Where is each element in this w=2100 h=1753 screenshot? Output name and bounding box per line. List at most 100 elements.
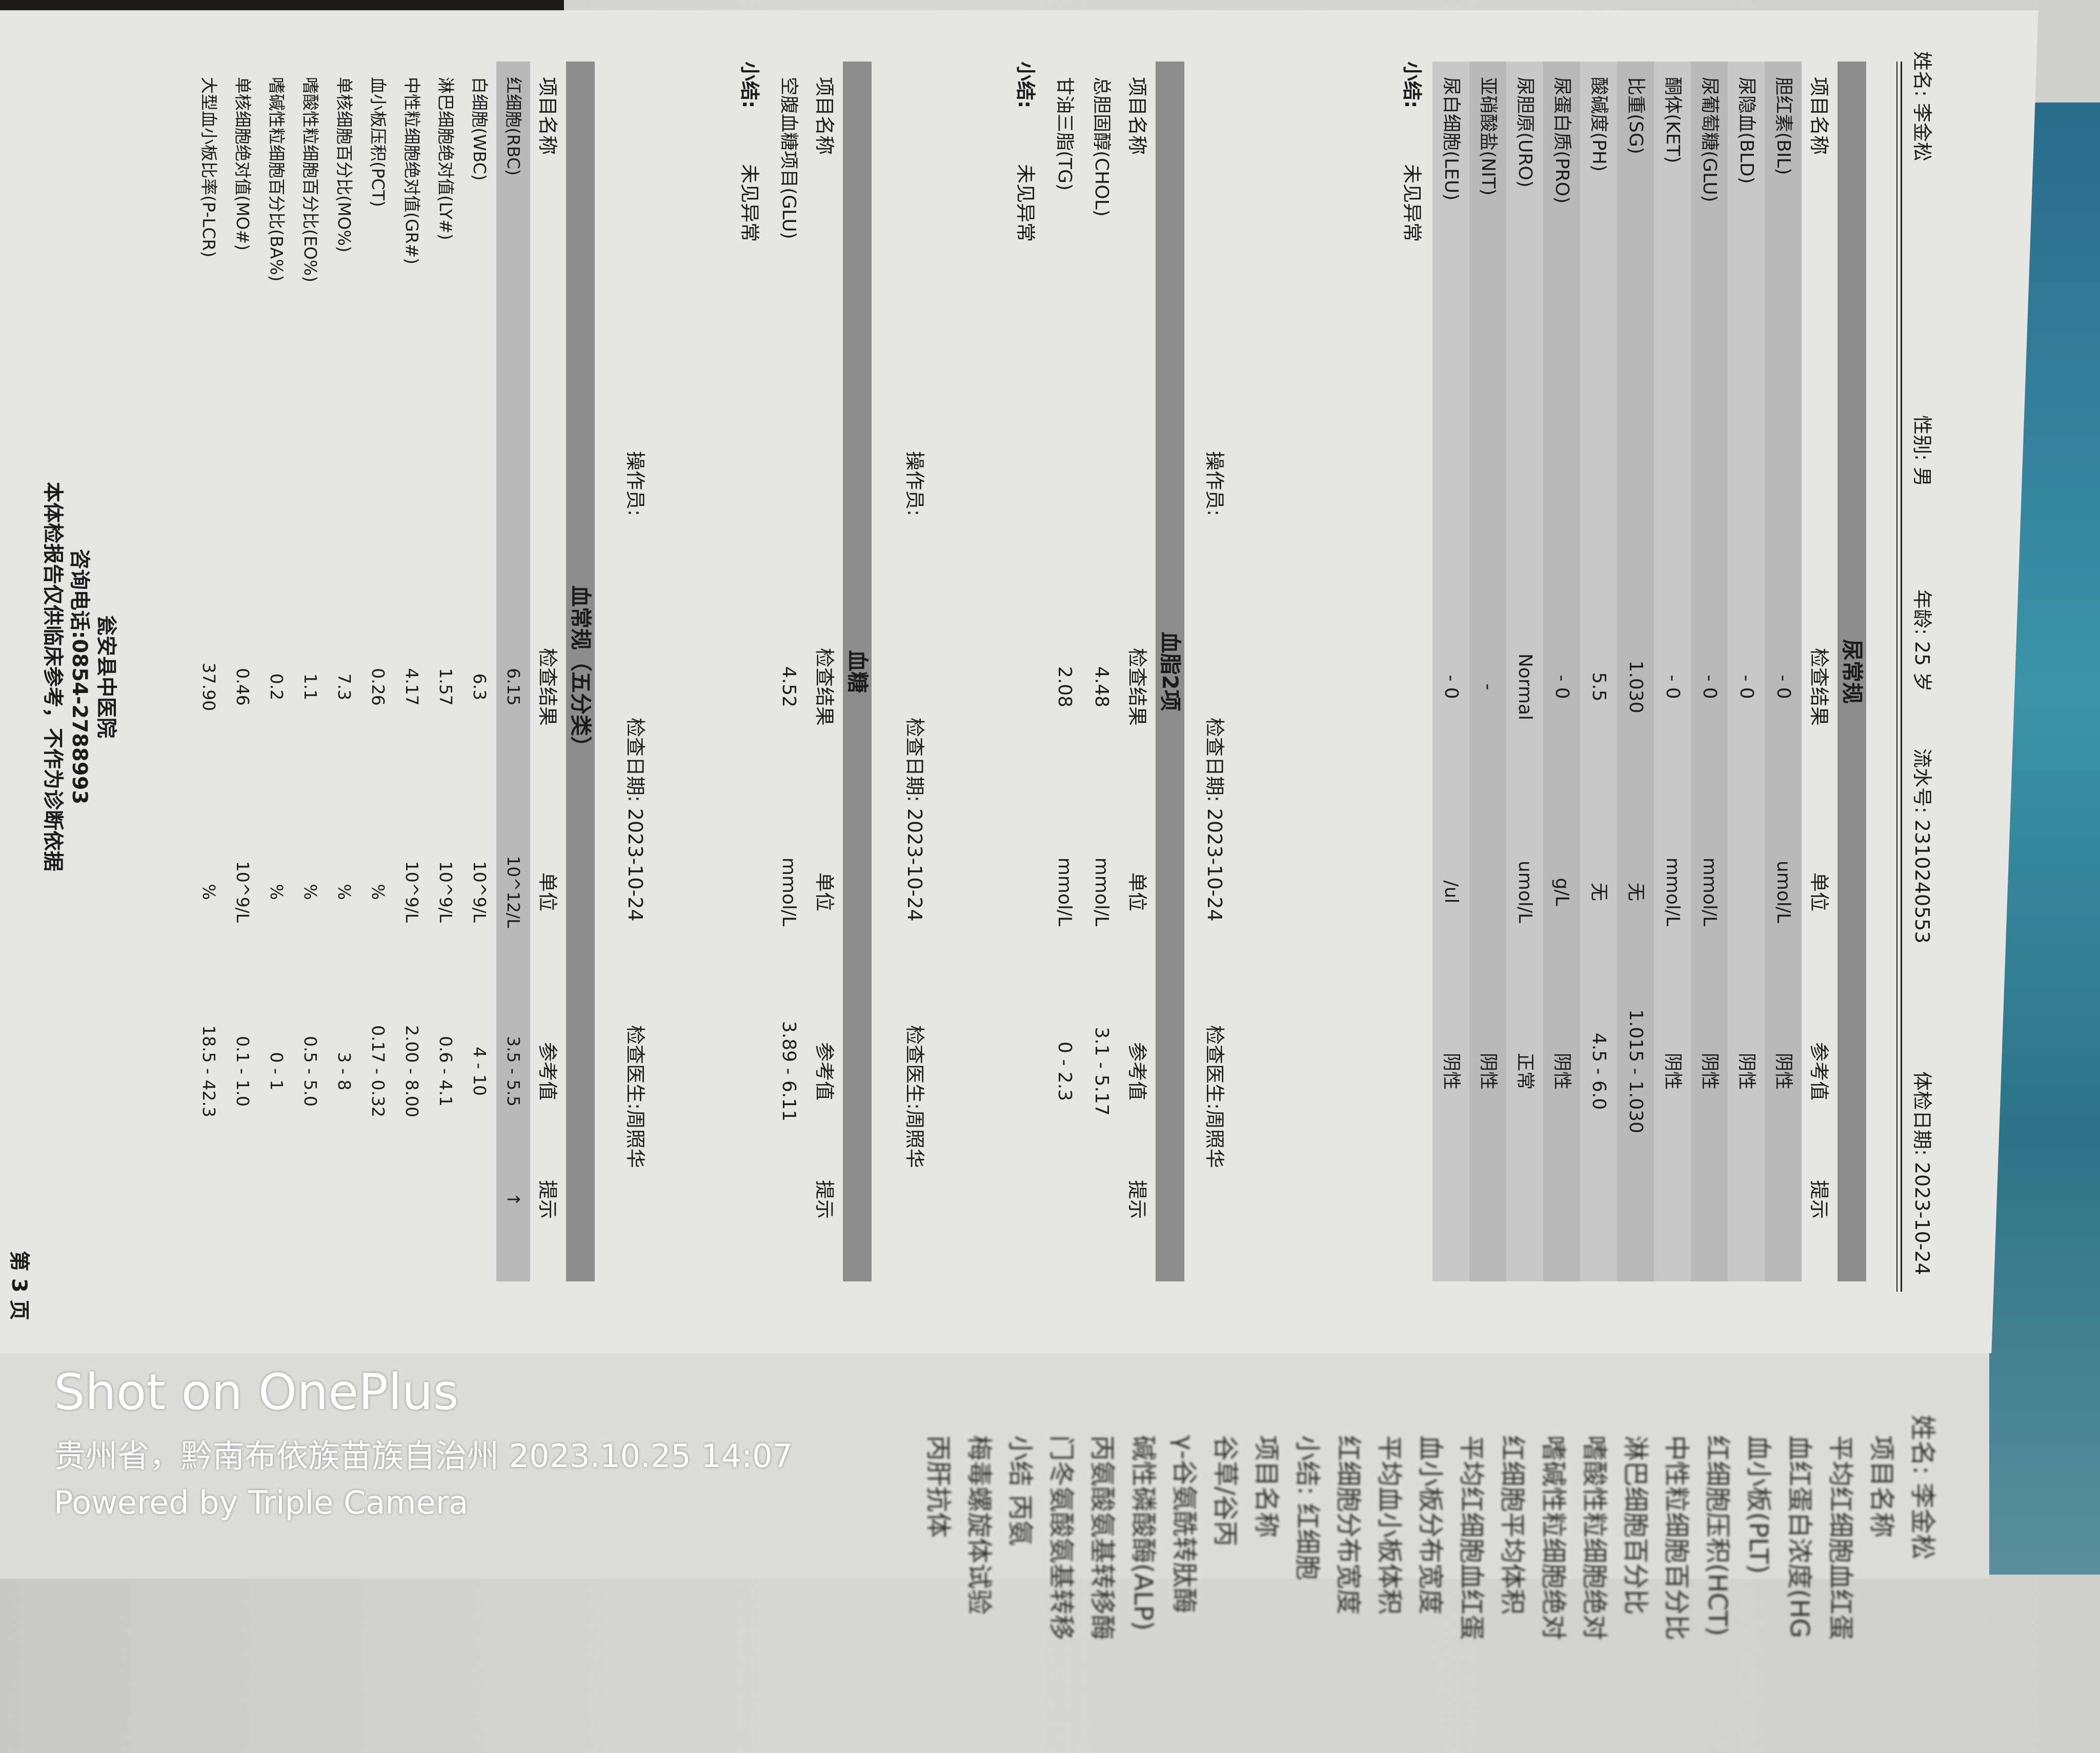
report-footer: 瓮安县中医院 咨询电话:0854-2788993 本体检报告仅供临床参考，不作为…	[41, 31, 123, 1322]
signature-line: 操作员: 检查日期: 2023-10-24 检查医生:周照华	[900, 62, 931, 1281]
report-page: 姓名: 李金松 性别: 男 年龄: 25 岁 流水号: 2310240553 体…	[0, 31, 1948, 1322]
section-title: 尿常规	[1838, 62, 1866, 1281]
hospital-name: 瓮安县中医院	[94, 615, 118, 738]
item-reference: 阴性	[1551, 1052, 1572, 1090]
second-page-line: 血红蛋白浓度(HG	[1785, 1435, 1814, 1638]
column-unit: 单位	[813, 872, 836, 911]
second-page-line: 项目名称	[1251, 1435, 1281, 1538]
second-page-line: 嗜酸性粒细胞绝对	[1580, 1435, 1609, 1640]
second-page-line: 项目名称	[1867, 1435, 1896, 1538]
item-reference: 18.5 - 42.3	[199, 1025, 219, 1117]
summary-label: 小结:	[1401, 62, 1423, 109]
item-unit: umol/L	[1773, 860, 1794, 924]
column-unit: 单位	[1808, 872, 1830, 911]
item-hint: ↑	[503, 1192, 523, 1207]
item-unit: 无	[1625, 882, 1646, 901]
section-summary: 小结: 未见异常	[1005, 62, 1046, 1281]
second-page-line: 梅毒螺旋体试验	[964, 1435, 994, 1615]
table-row: 嗜碱性粒细胞百分比(BA%) 0.2% 0 - 1	[259, 62, 293, 1281]
item-reference: 阴性	[1662, 1052, 1683, 1090]
table-row: 中性粒细胞绝对值(GR#) 4.17 10^9/L 2.00 - 8.00	[395, 62, 429, 1281]
item-reference: 0 - 1	[267, 1052, 287, 1091]
table-row: 单核细胞百分比(MO%) 7.3% 3 - 8	[327, 62, 361, 1281]
table-row: 胆红素(BIL) - 0 umol/L 阴性	[1765, 62, 1802, 1281]
item-reference: 阴性	[1736, 1052, 1757, 1090]
summary-value: 未见异常	[1401, 164, 1423, 242]
glucose-section: 血糖 项目名称 检查结果 单位 参考值 提示 空腹血糖项目(GLU) 4.52 mmol/L 3.…	[729, 62, 872, 1281]
table-row: 淋巴细胞绝对值(LY#) 1.57 10^9/L 0.6 - 4.1	[429, 62, 462, 1281]
item-result: 4.52	[778, 666, 799, 708]
signature-line: 操作员: 检查日期: 2023-10-24 检查医生:周照华	[620, 62, 651, 1281]
item-name: 尿胆原(URO)	[1515, 77, 1536, 188]
item-reference: 正常	[1515, 1052, 1536, 1090]
table-row: 比重(SG) 1.030 无 1.015 - 1.030	[1617, 62, 1654, 1281]
column-result: 检查结果	[813, 647, 836, 726]
section-title: 血常规（五分类）	[566, 62, 595, 1281]
second-page-line: 丙氨酸氨基转移酶	[1087, 1435, 1117, 1640]
table-row: 红细胞(RBC) 6.15 10^12/L 3.5 - 5.5 ↑	[496, 62, 530, 1281]
item-reference: 1.015 - 1.030	[1625, 1009, 1646, 1133]
patient-age: 年龄: 25 岁	[1911, 589, 1933, 692]
item-result: 6.3	[470, 673, 490, 701]
item-result: 1.030	[1625, 660, 1646, 714]
section-title: 血脂2项	[1156, 62, 1184, 1281]
item-reference: 4.5 - 6.0	[1588, 1032, 1609, 1110]
table-row: 尿隐血(BLD) - 0 阴性	[1728, 62, 1765, 1281]
item-name: 甘油三脂(TG)	[1054, 77, 1075, 191]
column-headers: 项目名称 检查结果 单位 参考值 提示	[530, 62, 566, 1281]
patient-gender: 性别: 男	[1911, 415, 1933, 486]
second-page-line: γ-谷氨酰转肽酶	[1169, 1435, 1199, 1614]
item-unit: 10^9/L	[233, 861, 253, 923]
item-reference: 阴性	[1773, 1052, 1794, 1090]
second-page-line: 平均血小板体积	[1375, 1435, 1404, 1615]
patient-header: 姓名: 李金松 性别: 男 年龄: 25 岁 流水号: 2310240553 体…	[1907, 31, 1938, 1322]
second-page-line: 血小板(PLT)	[1744, 1435, 1773, 1574]
operator-label: 操作员:	[624, 451, 647, 516]
watermark-camera: Powered by Triple Camera	[54, 1484, 469, 1521]
column-headers: 项目名称 检查结果 单位 参考值 提示	[1120, 62, 1156, 1281]
item-reference: 0.1 - 1.0	[233, 1036, 253, 1107]
item-reference: 阴性	[1699, 1052, 1720, 1090]
section-title: 血糖	[843, 62, 872, 1281]
item-reference: 3 - 8	[334, 1052, 354, 1091]
urine-section: 尿常规 项目名称 检查结果 单位 参考值 提示 胆红素(BIL) - 0 umol/L 阴性 尿隐血…	[1391, 62, 1866, 1281]
item-unit: %	[300, 884, 320, 900]
table-row: 单核细胞绝对值(MO#) 0.46 10^9/L 0.1 - 1.0	[226, 62, 259, 1281]
second-page-line: 嗜碱性粒细胞绝对	[1539, 1435, 1568, 1640]
column-ref: 参考值	[813, 1042, 836, 1100]
section-summary: 小结: 未见异常	[1391, 62, 1432, 1281]
patient-name: 姓名: 李金松	[1911, 51, 1933, 161]
table-row: 酮体(KET) - 0 mmol/L 阴性	[1654, 62, 1691, 1281]
table-row: 空腹血糖项目(GLU) 4.52 mmol/L 3.89 - 6.11	[770, 62, 807, 1281]
lipid-section: 血脂2项 项目名称 检查结果 单位 参考值 提示 总胆固醇(CHOL) 4.48 mmol/L 3…	[1005, 62, 1184, 1281]
item-result: - 0	[1773, 675, 1794, 699]
second-page-line: 血小板分布宽度	[1416, 1435, 1445, 1615]
item-unit: /ul	[1441, 880, 1462, 904]
item-name: 单核细胞绝对值(MO#)	[233, 77, 253, 251]
item-reference: 3.1 - 5.17	[1091, 1027, 1112, 1116]
item-name: 尿葡萄糖(GLU)	[1699, 77, 1720, 202]
item-reference: 3.5 - 5.5	[503, 1036, 523, 1107]
operator-label: 操作员:	[1203, 451, 1226, 516]
item-name: 嗜酸性粒细胞百分比(EO%)	[300, 77, 320, 282]
item-unit: %	[199, 884, 219, 900]
item-unit: mmol/L	[1699, 857, 1720, 927]
column-ref: 参考值	[1126, 1042, 1148, 1100]
item-result: 7.3	[334, 673, 354, 701]
item-name: 酸碱度(PH)	[1588, 77, 1609, 172]
column-name: 项目名称	[1126, 77, 1148, 155]
item-result: - 0	[1736, 675, 1757, 699]
second-page-line: 红细胞平均体积	[1498, 1435, 1527, 1615]
item-name: 总胆固醇(CHOL)	[1091, 77, 1112, 217]
table-row: 尿胆原(URO) Normal umol/L 正常	[1506, 62, 1543, 1281]
item-name: 空腹血糖项目(GLU)	[778, 77, 799, 239]
item-name: 胆红素(BIL)	[1773, 77, 1794, 175]
item-name: 尿隐血(BLD)	[1736, 77, 1757, 184]
check-date: 检查日期: 2023-10-24	[903, 718, 926, 922]
second-page-sheet	[0, 1353, 1989, 1579]
watermark-location: 贵州省，黔南布依族苗族自治州 2023.10.25 14:07	[54, 1437, 793, 1475]
item-result: - 0	[1662, 675, 1683, 699]
column-hint: 提示	[813, 1179, 836, 1219]
item-name: 嗜碱性粒细胞百分比(BA%)	[267, 77, 287, 282]
item-name: 中性粒细胞绝对值(GR#)	[402, 77, 422, 264]
